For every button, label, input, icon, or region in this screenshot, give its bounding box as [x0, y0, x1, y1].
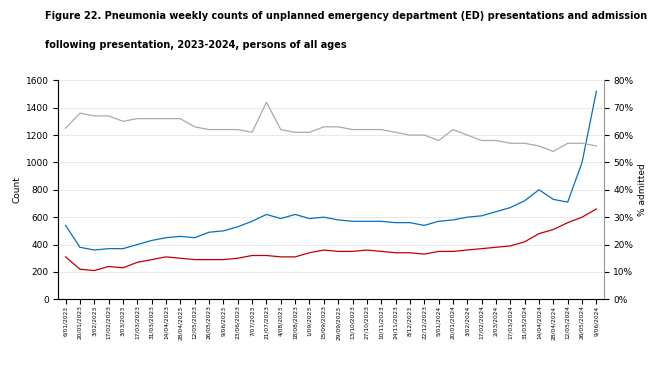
- Y-axis label: Count: Count: [12, 176, 21, 203]
- Text: Figure 22. Pneumonia weekly counts of unplanned emergency department (ED) presen: Figure 22. Pneumonia weekly counts of un…: [45, 11, 648, 21]
- Y-axis label: % admitted: % admitted: [637, 164, 646, 216]
- Text: following presentation, 2023-2024, persons of all ages: following presentation, 2023-2024, perso…: [45, 40, 347, 50]
